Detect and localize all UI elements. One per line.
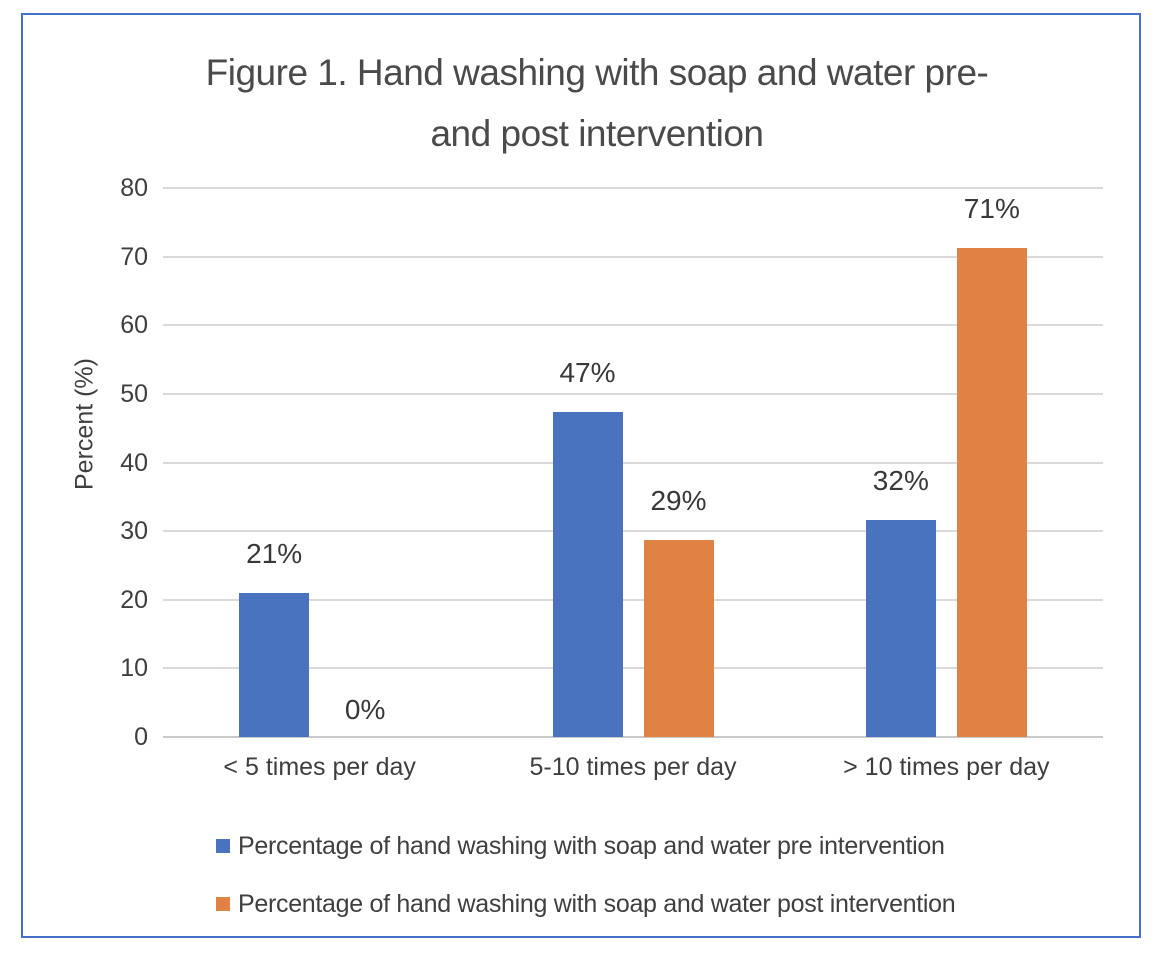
y-tick-label: 10 <box>120 654 148 683</box>
bar-pre-intervention <box>865 520 936 737</box>
gridline <box>163 598 1103 601</box>
y-tick-label: 20 <box>120 585 148 614</box>
gridline <box>163 530 1103 533</box>
y-tick-label: 40 <box>120 448 148 477</box>
category-label: < 5 times per day <box>223 753 416 781</box>
data-label: 29% <box>650 485 707 517</box>
legend-swatch-pre-icon <box>216 839 230 853</box>
y-tick-label: 70 <box>120 242 148 271</box>
legend-swatch-post-icon <box>216 897 230 911</box>
chart-title-line-1: Figure 1. Hand washing with soap and wat… <box>205 52 989 93</box>
chart-title-line-2: and post intervention <box>430 113 764 154</box>
y-tick-label: 60 <box>120 311 148 340</box>
gridline <box>163 461 1103 464</box>
category-label: > 10 times per day <box>843 753 1050 781</box>
y-tick-label: 50 <box>120 379 148 408</box>
legend-label-post: Percentage of hand washing with soap and… <box>238 889 956 918</box>
chart-border-frame <box>21 13 1141 938</box>
bar-pre-intervention <box>552 412 623 737</box>
gridline <box>163 324 1103 327</box>
gridline <box>163 392 1103 395</box>
y-tick-label: 30 <box>120 517 148 546</box>
data-label: 47% <box>559 357 616 389</box>
data-label: 0% <box>344 694 386 725</box>
bar-pre-intervention <box>239 592 310 737</box>
chart-title: Figure 1. Hand washing with soap and wat… <box>32 42 1162 164</box>
data-label: 21% <box>246 537 303 569</box>
bar-post-intervention <box>956 247 1027 737</box>
gridline <box>163 255 1103 258</box>
legend-label-pre: Percentage of hand washing with soap and… <box>238 831 945 860</box>
data-label: 32% <box>872 465 929 497</box>
y-tick-label: 80 <box>120 174 148 202</box>
y-tick-label: 0 <box>134 723 148 751</box>
legend-item-post-intervention: Percentage of hand washing with soap and… <box>216 889 956 918</box>
data-label: 71% <box>963 192 1020 224</box>
x-axis-line <box>163 736 1103 738</box>
legend-item-pre-intervention: Percentage of hand washing with soap and… <box>216 832 945 860</box>
bar-post-intervention <box>643 540 714 737</box>
gridline <box>163 187 1103 189</box>
gridline <box>163 667 1103 670</box>
category-label: 5-10 times per day <box>529 753 737 781</box>
